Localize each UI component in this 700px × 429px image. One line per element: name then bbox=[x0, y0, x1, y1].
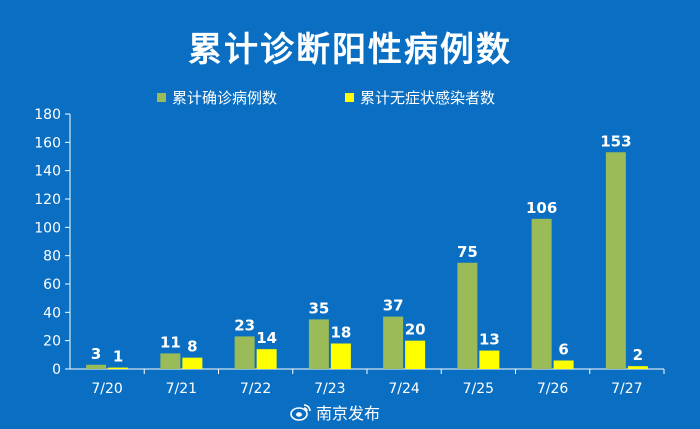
data-label-confirmed: 11 bbox=[160, 333, 181, 351]
weibo-icon bbox=[290, 404, 311, 421]
bar-confirmed bbox=[234, 336, 255, 369]
bar-asymptomatic bbox=[182, 357, 203, 369]
data-label-asymptomatic: 20 bbox=[405, 321, 426, 339]
data-label-confirmed: 3 bbox=[91, 345, 101, 363]
legend-item-asymptomatic: 累计无症状感染者数 bbox=[345, 86, 495, 108]
data-label-confirmed: 23 bbox=[234, 316, 255, 334]
y-tick-label: 100 bbox=[34, 220, 61, 236]
data-label-asymptomatic: 1 bbox=[113, 348, 123, 366]
data-label-asymptomatic: 2 bbox=[633, 346, 643, 364]
bar-asymptomatic bbox=[256, 349, 277, 369]
bar-asymptomatic bbox=[405, 340, 426, 369]
data-label-asymptomatic: 13 bbox=[479, 331, 500, 349]
y-tick-label: 180 bbox=[34, 107, 61, 123]
data-label-confirmed: 35 bbox=[308, 299, 329, 317]
chart-title: 累计诊断阳性病例数 bbox=[188, 30, 512, 70]
y-tick-label: 0 bbox=[52, 362, 61, 378]
legend-label-asymptomatic: 累计无症状感染者数 bbox=[360, 88, 496, 107]
bar-asymptomatic bbox=[108, 367, 129, 369]
data-label-confirmed: 153 bbox=[600, 132, 631, 150]
bar-confirmed bbox=[457, 262, 478, 369]
bar-asymptomatic bbox=[330, 343, 351, 369]
watermark: 南京发布 bbox=[290, 400, 380, 424]
y-tick-label: 40 bbox=[43, 305, 61, 321]
watermark-text: 南京发布 bbox=[316, 404, 381, 423]
x-tick-label: 7/22 bbox=[240, 381, 271, 397]
data-label-asymptomatic: 8 bbox=[187, 338, 197, 356]
x-tick-label: 7/24 bbox=[388, 381, 420, 397]
data-label-confirmed: 106 bbox=[526, 199, 557, 217]
legend-item-confirmed: 累计确诊病例数 bbox=[157, 86, 277, 108]
bar-confirmed bbox=[605, 152, 626, 369]
legend-swatch-asymptomatic bbox=[345, 92, 354, 102]
bar-asymptomatic bbox=[627, 366, 648, 369]
y-tick-label: 20 bbox=[43, 334, 61, 350]
bar-asymptomatic bbox=[479, 350, 500, 369]
bar-confirmed bbox=[383, 316, 404, 369]
y-tick-label: 140 bbox=[34, 164, 61, 180]
legend-label-confirmed: 累计确诊病例数 bbox=[172, 88, 278, 107]
bar-confirmed bbox=[308, 319, 329, 369]
x-tick-label: 7/20 bbox=[91, 381, 122, 397]
bar-confirmed bbox=[531, 218, 552, 369]
x-tick-label: 7/26 bbox=[537, 381, 569, 397]
data-label-asymptomatic: 14 bbox=[256, 329, 277, 347]
data-label-asymptomatic: 6 bbox=[558, 341, 568, 359]
y-tick-label: 60 bbox=[43, 277, 61, 293]
bar-asymptomatic bbox=[553, 360, 574, 369]
bar-confirmed bbox=[160, 353, 181, 369]
legend-swatch-confirmed bbox=[157, 92, 166, 102]
x-tick-label: 7/21 bbox=[166, 381, 197, 397]
x-tick-label: 7/27 bbox=[611, 381, 642, 397]
data-label-confirmed: 37 bbox=[383, 297, 404, 315]
x-tick-label: 7/25 bbox=[463, 381, 494, 397]
data-label-asymptomatic: 18 bbox=[330, 324, 351, 342]
y-tick-label: 120 bbox=[34, 192, 61, 208]
y-tick-label: 80 bbox=[43, 249, 61, 265]
y-tick-label: 160 bbox=[34, 135, 61, 151]
x-tick-label: 7/23 bbox=[314, 381, 345, 397]
data-label-confirmed: 75 bbox=[457, 243, 478, 261]
bar-confirmed bbox=[86, 364, 107, 369]
